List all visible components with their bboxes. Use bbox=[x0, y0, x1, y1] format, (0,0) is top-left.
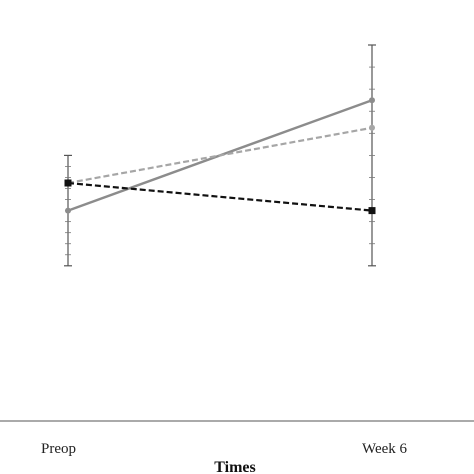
marker-1-1 bbox=[369, 124, 375, 131]
marker-0-1 bbox=[369, 97, 375, 104]
x-tick-labels: Preop Week 6 bbox=[41, 441, 408, 457]
series-line-2 bbox=[67, 181, 373, 212]
marker-0-0 bbox=[65, 207, 71, 214]
x-axis-title: Times bbox=[214, 459, 255, 474]
error-bars bbox=[64, 44, 376, 267]
marker-2-0 bbox=[64, 179, 72, 187]
series-line-1 bbox=[67, 126, 373, 185]
x-tick-label-1: Week 6 bbox=[362, 441, 408, 457]
marker-2-1 bbox=[368, 207, 376, 215]
series-lines bbox=[67, 99, 373, 212]
x-tick-label-0: Preop bbox=[41, 441, 76, 457]
series-markers bbox=[64, 97, 376, 215]
